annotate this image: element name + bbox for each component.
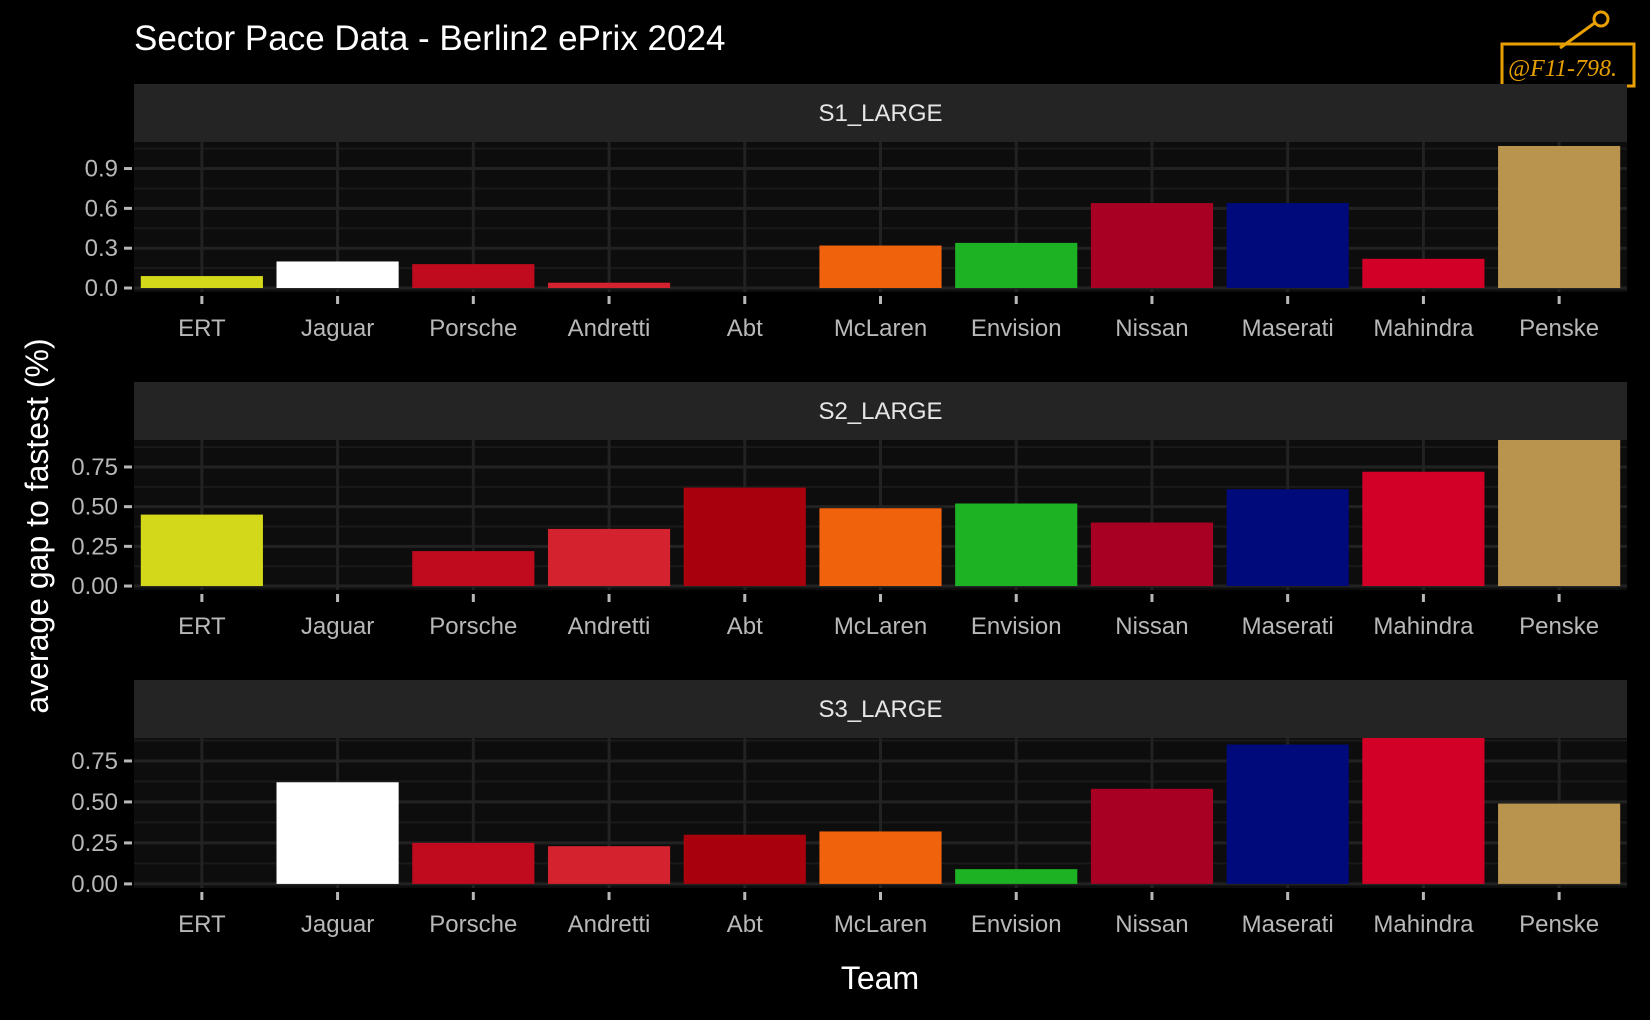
x-tick-label: Porsche [429, 911, 517, 938]
panel-s2_large: S2_LARGE 0.00 0.25 0.50 0.75 ERT Jaguar Porsche… [71, 382, 1627, 640]
bar-envision [955, 503, 1078, 587]
panel-s1_large: S1_LARGE 0.0 0.3 0.6 0.9 ERT Jaguar Porsche Andr… [85, 84, 1627, 342]
x-tick-label: Maserati [1242, 613, 1334, 640]
bar-nissan [1090, 788, 1214, 884]
bar-envision [955, 242, 1078, 289]
bar-mahindra [1362, 471, 1485, 587]
strip-background [134, 84, 1627, 142]
x-tick-label: Jaguar [301, 315, 374, 342]
x-tick-label: Abt [727, 315, 763, 342]
y-tick-label: 0.75 [71, 748, 118, 775]
x-tick-label: Nissan [1115, 315, 1188, 342]
strip-background [134, 680, 1627, 738]
x-tick-label: Nissan [1115, 613, 1188, 640]
chart-title: Sector Pace Data - Berlin2 ePrix 2024 [134, 19, 725, 58]
x-tick-label: Mahindra [1373, 315, 1474, 342]
x-tick-label: Envision [971, 911, 1062, 938]
bar-mahindra [1362, 258, 1485, 289]
x-tick-label: Mahindra [1373, 613, 1474, 640]
bar-penske [1498, 803, 1621, 884]
bar-mclaren [819, 245, 942, 289]
bar-porsche [412, 842, 535, 884]
bar-ert [140, 276, 263, 289]
bar-penske [1498, 440, 1621, 587]
bar-nissan [1090, 522, 1214, 587]
bar-jaguar [276, 261, 399, 289]
y-tick-label: 0.00 [71, 573, 118, 600]
x-tick-label: Andretti [568, 911, 651, 938]
y-axis-title: average gap to fastest (%) [19, 338, 55, 713]
y-tick-label: 0.6 [85, 195, 118, 222]
y-tick-label: 0.25 [71, 533, 118, 560]
x-tick-label: ERT [178, 911, 226, 938]
bar-andretti [547, 282, 671, 289]
x-tick-label: Penske [1519, 613, 1599, 640]
x-axis-title: Team [841, 960, 919, 996]
y-tick-label: 0.00 [71, 871, 118, 898]
bar-andretti [547, 528, 671, 587]
bar-porsche [412, 551, 535, 587]
strip-label: S3_LARGE [818, 696, 942, 723]
x-tick-label: Jaguar [301, 911, 374, 938]
x-tick-label: Abt [727, 613, 763, 640]
bar-penske [1498, 145, 1621, 289]
x-tick-label: ERT [178, 613, 226, 640]
bar-mahindra [1362, 738, 1485, 884]
y-tick-label: 0.75 [71, 454, 118, 481]
x-tick-label: Nissan [1115, 911, 1188, 938]
y-tick-label: 0.25 [71, 830, 118, 857]
x-tick-label: Andretti [568, 613, 651, 640]
bar-abt [683, 834, 806, 884]
bar-jaguar [276, 782, 399, 884]
bar-maserati [1226, 203, 1349, 289]
facet-panels: S1_LARGE 0.0 0.3 0.6 0.9 ERT Jaguar Porsche Andr… [71, 84, 1627, 938]
x-tick-label: Envision [971, 613, 1062, 640]
strip-label: S2_LARGE [818, 398, 942, 425]
x-tick-label: McLaren [834, 911, 927, 938]
x-tick-label: Abt [727, 911, 763, 938]
bar-mclaren [819, 831, 942, 884]
x-tick-label: Porsche [429, 613, 517, 640]
x-tick-label: Maserati [1242, 911, 1334, 938]
bar-porsche [412, 264, 535, 289]
y-tick-label: 0.0 [85, 275, 118, 302]
x-tick-label: Jaguar [301, 613, 374, 640]
bar-maserati [1226, 744, 1349, 884]
bar-abt [683, 487, 806, 587]
watermark-logo: @F11-798. [1500, 10, 1636, 88]
y-tick-label: 0.9 [85, 156, 118, 183]
bar-maserati [1226, 489, 1349, 587]
watermark-text: @F11-798. [1508, 56, 1617, 82]
bar-mclaren [819, 508, 942, 587]
x-tick-label: Penske [1519, 315, 1599, 342]
x-tick-label: Porsche [429, 315, 517, 342]
x-tick-label: Maserati [1242, 315, 1334, 342]
x-tick-label: Envision [971, 315, 1062, 342]
x-tick-label: ERT [178, 315, 226, 342]
x-tick-label: Mahindra [1373, 911, 1474, 938]
strip-label: S1_LARGE [818, 100, 942, 127]
x-tick-label: McLaren [834, 315, 927, 342]
bar-nissan [1090, 203, 1214, 289]
y-tick-label: 0.50 [71, 494, 118, 521]
x-tick-label: McLaren [834, 613, 927, 640]
bar-ert [140, 514, 263, 587]
y-tick-label: 0.50 [71, 789, 118, 816]
bar-envision [955, 869, 1078, 884]
bar-andretti [547, 846, 671, 884]
strip-background [134, 382, 1627, 440]
x-tick-label: Andretti [568, 315, 651, 342]
y-tick-label: 0.3 [85, 235, 118, 262]
panel-s3_large: S3_LARGE 0.00 0.25 0.50 0.75 ERT Jaguar Porsche… [71, 680, 1627, 938]
x-tick-label: Penske [1519, 911, 1599, 938]
